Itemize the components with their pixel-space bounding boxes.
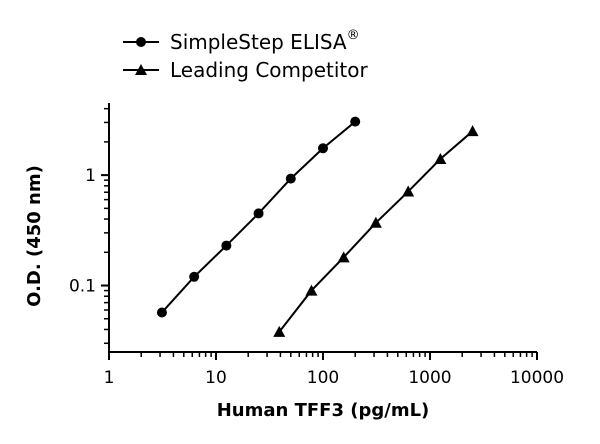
data-point-simplestep xyxy=(156,307,167,318)
data-point-competitor xyxy=(305,284,318,296)
data-point-competitor xyxy=(402,185,415,197)
data-point-simplestep xyxy=(285,173,296,184)
data-point-competitor xyxy=(337,251,350,263)
axes: 1 10 100 1000 10000 0.1 1 xyxy=(69,103,564,388)
legend-label-competitor: Leading Competitor xyxy=(170,58,368,82)
y-tick-label: 1 xyxy=(85,166,96,186)
x-tick-label: 100 xyxy=(307,368,339,388)
data-point-competitor xyxy=(434,152,447,164)
data-point-simplestep xyxy=(253,208,264,219)
data-point-competitor xyxy=(369,216,382,228)
series-layer xyxy=(156,116,479,337)
legend-label-registered-mark: ® xyxy=(347,28,360,43)
data-point-simplestep xyxy=(189,271,200,282)
data-point-competitor xyxy=(466,125,479,137)
y-axis-title: O.D. (450 nm) xyxy=(24,165,45,307)
x-axis-title: Human TFF3 (pg/mL) xyxy=(217,400,430,421)
legend-item-simplestep: SimpleStep ELISA® xyxy=(123,28,360,54)
legend-item-competitor: Leading Competitor xyxy=(123,58,368,82)
data-point-simplestep xyxy=(350,116,361,127)
x-tick-label: 1 xyxy=(104,368,115,388)
data-point-simplestep xyxy=(221,240,232,251)
x-tick-label: 1000 xyxy=(408,368,451,388)
legend-marker-triangle xyxy=(135,64,147,75)
x-tick-label: 10 xyxy=(205,368,227,388)
data-point-simplestep xyxy=(318,143,328,154)
legend-label-simplestep: SimpleStep ELISA xyxy=(170,30,347,54)
svg-text:SimpleStep ELISA®: SimpleStep ELISA® xyxy=(170,28,360,54)
x-tick-label: 10000 xyxy=(510,368,564,388)
legend-marker-circle xyxy=(136,37,146,47)
y-tick-label: 0.1 xyxy=(69,277,96,297)
data-point-competitor xyxy=(273,325,286,337)
legend: SimpleStep ELISA® Leading Competitor xyxy=(123,28,368,82)
